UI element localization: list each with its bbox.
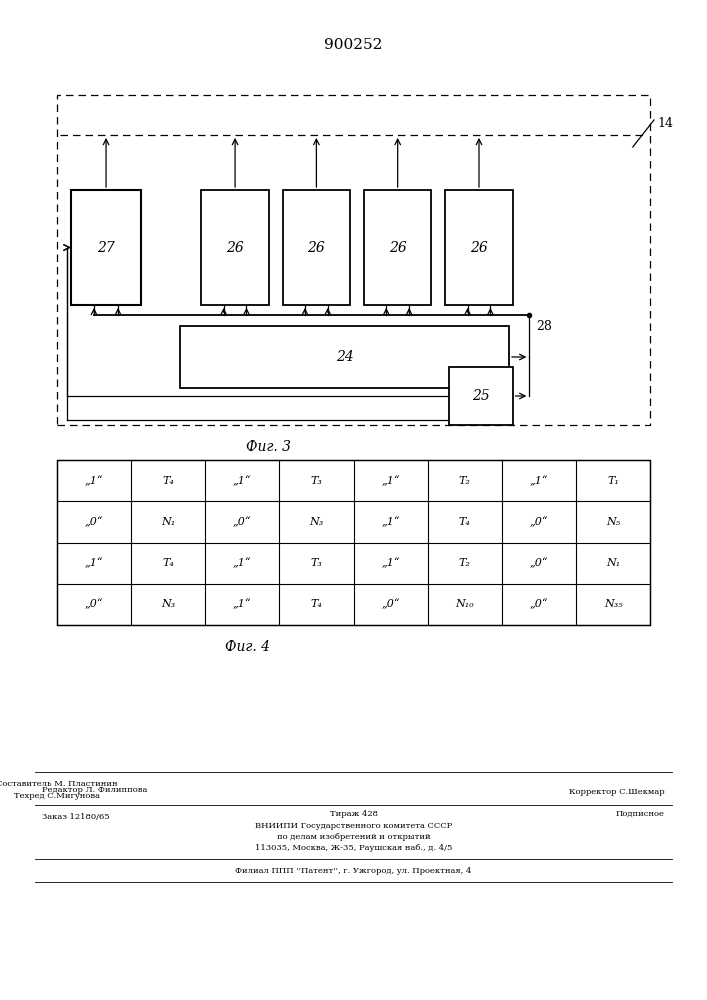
Text: Техред С.Мигунова: Техред С.Мигунова: [13, 792, 100, 800]
Bar: [57, 460, 650, 625]
Text: „1“: „1“: [233, 599, 252, 610]
Text: 26: 26: [226, 240, 244, 254]
Bar: [71, 190, 141, 305]
Bar: [283, 190, 350, 305]
Text: 14: 14: [658, 117, 674, 130]
Text: N₃₅: N₃₅: [604, 599, 623, 609]
Text: „0“: „0“: [381, 599, 400, 610]
Text: „0“: „0“: [233, 517, 252, 527]
Text: 27: 27: [97, 240, 115, 254]
Text: „1“: „1“: [530, 475, 549, 486]
Text: 28: 28: [537, 320, 552, 333]
Text: T₄: T₄: [310, 599, 322, 609]
Text: Фиг. 4: Фиг. 4: [225, 640, 270, 654]
Text: T₂: T₂: [459, 558, 471, 568]
Text: T₄: T₄: [459, 517, 471, 527]
Text: „1“: „1“: [381, 475, 400, 486]
Bar: [201, 190, 269, 305]
Text: ВНИИПИ Государственного комитета СССР: ВНИИПИ Государственного комитета СССР: [255, 822, 452, 830]
Text: 26: 26: [470, 240, 488, 254]
Text: Тираж 428: Тираж 428: [329, 810, 378, 818]
Text: „0“: „0“: [530, 599, 549, 610]
Text: 113035, Москва, Ж-35, Раушская наб., д. 4/5: 113035, Москва, Ж-35, Раушская наб., д. …: [255, 844, 452, 852]
Text: „1“: „1“: [381, 558, 400, 568]
Text: N₃: N₃: [160, 599, 175, 609]
Text: 25: 25: [472, 389, 490, 403]
Text: N₁: N₁: [606, 558, 621, 568]
Text: по делам изобретений и открытий: по делам изобретений и открытий: [276, 833, 431, 841]
Bar: [57, 95, 650, 425]
Text: „1“: „1“: [84, 475, 103, 486]
Text: 24: 24: [336, 350, 354, 364]
Text: 900252: 900252: [325, 38, 382, 52]
Text: T₃: T₃: [310, 476, 322, 486]
Text: „0“: „0“: [84, 599, 103, 610]
Bar: [445, 190, 513, 305]
Text: „1“: „1“: [233, 558, 252, 568]
Text: „0“: „0“: [530, 558, 549, 568]
Bar: [364, 190, 431, 305]
Text: T₃: T₃: [310, 558, 322, 568]
Text: Филиал ППП ''Патент'', г. Ужгород, ул. Проектная, 4: Филиал ППП ''Патент'', г. Ужгород, ул. П…: [235, 867, 472, 875]
Bar: [449, 367, 513, 425]
Text: T₄: T₄: [162, 476, 174, 486]
Text: 26: 26: [308, 240, 325, 254]
Text: T₂: T₂: [459, 476, 471, 486]
Text: Заказ 12180/65: Заказ 12180/65: [42, 813, 110, 821]
Text: N₃: N₃: [309, 517, 324, 527]
Text: T₄: T₄: [162, 558, 174, 568]
Text: T₁: T₁: [607, 476, 619, 486]
Text: „0“: „0“: [84, 517, 103, 527]
Text: N₁: N₁: [160, 517, 175, 527]
Text: „0“: „0“: [530, 517, 549, 527]
Text: Редактор Л. Филиппова: Редактор Л. Филиппова: [42, 786, 148, 794]
Text: N₅: N₅: [606, 517, 621, 527]
Text: „1“: „1“: [381, 517, 400, 527]
Text: Фиг. 3: Фиг. 3: [246, 440, 291, 454]
Text: Подписное: Подписное: [616, 810, 665, 818]
Text: N₁₀: N₁₀: [455, 599, 474, 609]
Bar: [180, 326, 509, 388]
Text: 26: 26: [389, 240, 407, 254]
Text: Составитель М. Пластинин: Составитель М. Пластинин: [0, 780, 117, 788]
Text: „1“: „1“: [233, 475, 252, 486]
Text: „1“: „1“: [84, 558, 103, 568]
Text: Корректор С.Шекмар: Корректор С.Шекмар: [569, 788, 665, 796]
